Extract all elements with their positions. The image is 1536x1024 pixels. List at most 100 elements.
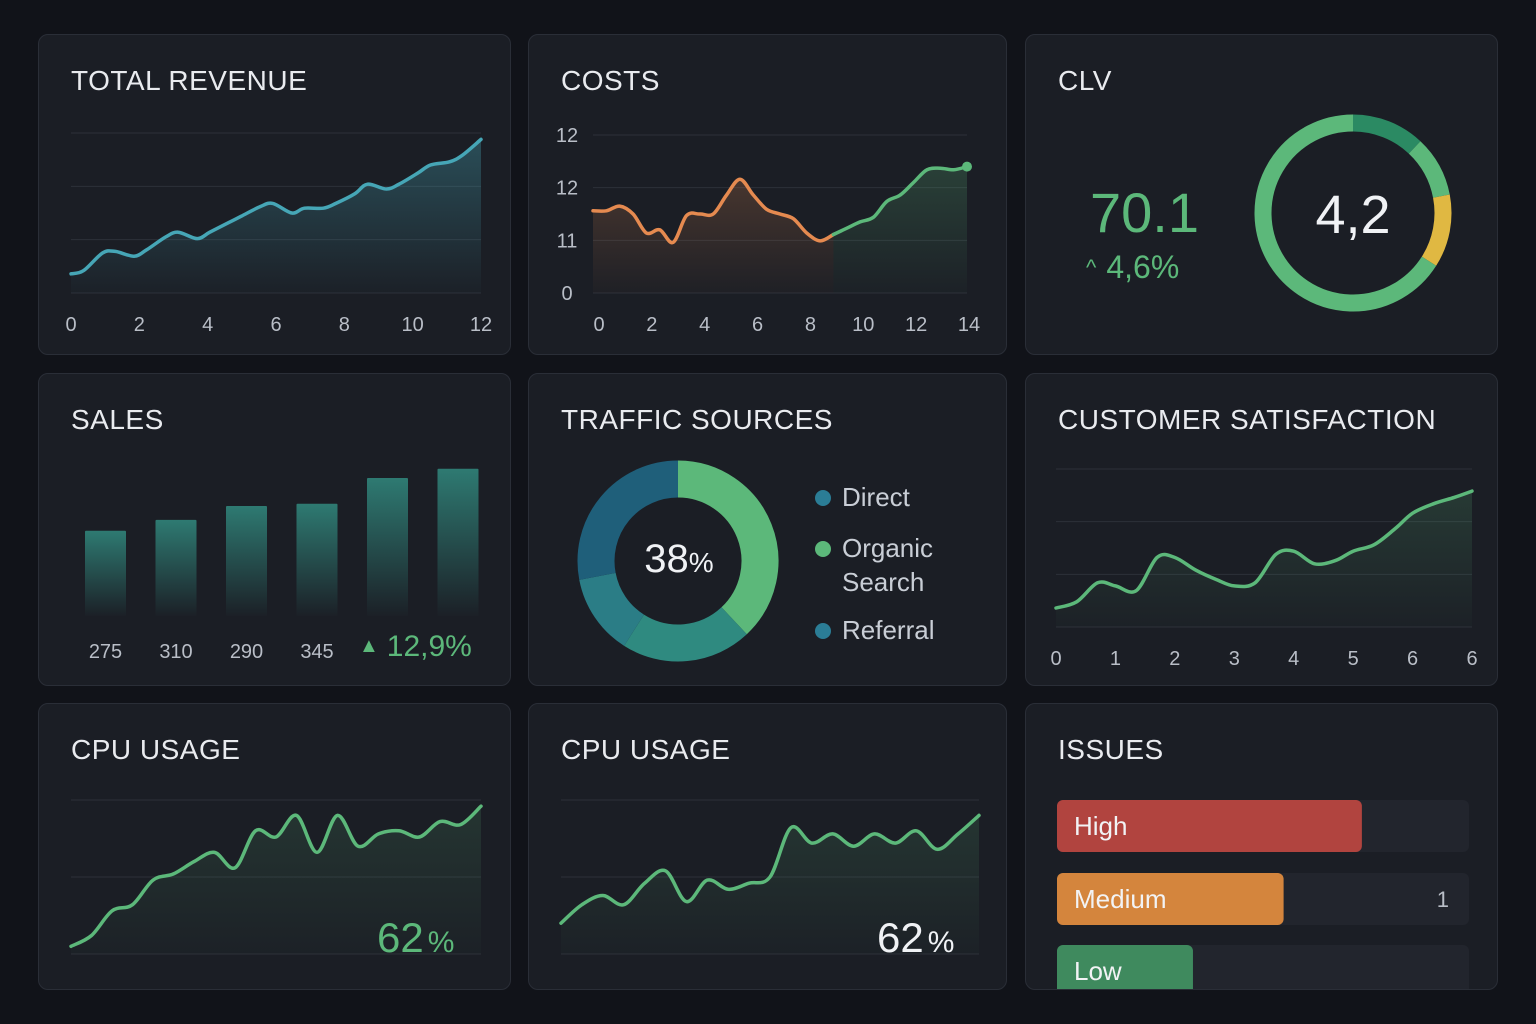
gauge-value: 4,2 <box>1315 185 1390 245</box>
x-tick-label: 6 <box>1466 648 1477 670</box>
area-fill <box>833 166 967 293</box>
total-revenue-card: TOTAL REVENUE 0 2 4 6 8 10 12 <box>38 34 511 355</box>
x-tick-label: 2 <box>646 314 657 336</box>
sales-change-value: 12,9% <box>386 630 472 663</box>
card-title: CPU USAGE <box>561 734 731 765</box>
costs-card: COSTS 12 12 11 0 0 2 4 6 8 10 12 14 <box>528 34 1007 355</box>
gauge-segment <box>1352 114 1421 154</box>
cpu-usage-value: 62% <box>377 914 454 962</box>
x-tick-label: 3 <box>1229 648 1240 670</box>
area-fill <box>593 179 834 293</box>
x-tick-label: 275 <box>89 641 122 663</box>
sales-chart: 275 310 290 345 <box>85 468 479 663</box>
legend-label: Referral <box>842 615 934 645</box>
satisfaction-chart: 0 1 2 3 4 5 6 6 <box>1050 468 1478 670</box>
donut-slice <box>577 460 679 580</box>
card-title: TRAFFIC SOURCES <box>561 404 833 435</box>
clv-value: 70.1 <box>1090 181 1199 244</box>
arrow-up-icon: ^ <box>1086 255 1097 280</box>
x-tick-label: 5 <box>1348 648 1359 670</box>
card-title: CUSTOMER SATISFACTION <box>1058 404 1437 435</box>
x-tick-label: 0 <box>593 314 604 336</box>
issue-count: 1 <box>1437 887 1449 912</box>
issues-card: ISSUES High Medium 1 Low <box>1025 703 1498 990</box>
card-title: ISSUES <box>1058 734 1164 765</box>
customer-satisfaction-card: CUSTOMER SATISFACTION 0 1 2 3 4 5 6 6 <box>1025 373 1498 686</box>
card-title: COSTS <box>561 65 660 96</box>
card-title: SALES <box>71 404 164 435</box>
sales-bar <box>85 530 126 616</box>
x-tick-label: 4 <box>1288 648 1299 670</box>
sales-bar <box>296 503 338 616</box>
x-tick-label: 6 <box>270 314 281 336</box>
clv-card: CLV 70.1 ^ 4,6% 4,2 <box>1025 34 1498 355</box>
cpu-percent-unit: % <box>427 926 455 959</box>
y-tick-label: 12 <box>556 178 578 200</box>
sales-change: ▲ 12,9% <box>359 630 472 664</box>
issue-bar <box>1057 945 1193 989</box>
data-point <box>962 161 972 172</box>
donut-slice <box>677 460 779 635</box>
issue-bar <box>1057 800 1362 852</box>
x-tick-label: 8 <box>339 314 350 336</box>
legend-marker <box>815 490 831 506</box>
sales-bar <box>367 478 408 616</box>
cpu-percent-unit: % <box>927 926 955 959</box>
x-tick-label: 290 <box>230 641 263 663</box>
traffic-percent: 38 <box>644 537 689 581</box>
issue-label: Medium <box>1074 884 1166 914</box>
series-line <box>831 164 969 237</box>
area-fill <box>71 806 481 954</box>
cpu-usage-chart <box>69 799 483 955</box>
x-tick-label: 10 <box>402 314 424 336</box>
card-title: CLV <box>1058 65 1112 96</box>
area-fill <box>1056 491 1472 627</box>
x-tick-label: 0 <box>1050 648 1061 670</box>
legend-label: Organic <box>842 533 933 563</box>
gauge-segment <box>1408 141 1450 199</box>
x-tick-label: 6 <box>752 314 763 336</box>
x-tick-label: 14 <box>958 314 980 336</box>
x-tick-label: 0 <box>65 314 76 336</box>
x-tick-label: 1 <box>1110 648 1121 670</box>
clv-change: ^ 4,6% <box>1086 249 1179 286</box>
card-title: CPU USAGE <box>71 734 241 765</box>
sales-card: SALES 275 310 290 345 ▲ 12,9% <box>38 373 511 686</box>
series-line <box>591 177 836 245</box>
area-fill <box>71 139 481 293</box>
traffic-center-value: 38% <box>619 537 739 582</box>
traffic-donut-chart: Direct Organic Search Referral <box>577 460 934 662</box>
issues-chart: High Medium 1 Low <box>1057 800 1469 989</box>
x-tick-label: 2 <box>134 314 145 336</box>
x-tick-label: 4 <box>202 314 213 336</box>
clv-change-value: 4,6% <box>1106 249 1180 285</box>
gauge-segment <box>1421 194 1452 266</box>
x-tick-label: 12 <box>470 314 492 336</box>
gauge-segment <box>1254 114 1437 312</box>
x-tick-label: 345 <box>300 641 333 663</box>
costs-chart: 12 12 11 00 2 4 6 8 10 12 14 <box>556 125 980 336</box>
series-line <box>1054 489 1474 610</box>
triangle-up-icon: ▲ <box>359 635 379 657</box>
y-tick-label: 0 <box>561 283 572 305</box>
cpu-usage-card-1: CPU USAGE 62% <box>38 703 511 990</box>
series-line <box>69 804 483 949</box>
issue-label: High <box>1074 811 1127 841</box>
donut-slice <box>579 572 645 646</box>
x-tick-label: 4 <box>699 314 710 336</box>
legend-marker <box>815 541 831 557</box>
cpu-usage-chart <box>559 799 981 955</box>
sales-bar <box>155 519 197 616</box>
x-tick-label: 8 <box>805 314 816 336</box>
traffic-sources-card: TRAFFIC SOURCES Direct Organic Search Refer… <box>528 373 1007 686</box>
x-tick-label: 310 <box>159 641 192 663</box>
area-fill <box>561 815 979 954</box>
donut-slice <box>624 606 747 662</box>
x-tick-label: 10 <box>852 314 874 336</box>
legend-label: Direct <box>842 482 911 512</box>
cpu-usage-card-2: CPU USAGE 62% <box>528 703 1007 990</box>
card-title: TOTAL REVENUE <box>71 65 308 96</box>
cpu-usage-value: 62% <box>877 914 954 962</box>
sales-bar <box>226 505 267 616</box>
sales-bar <box>437 468 479 616</box>
